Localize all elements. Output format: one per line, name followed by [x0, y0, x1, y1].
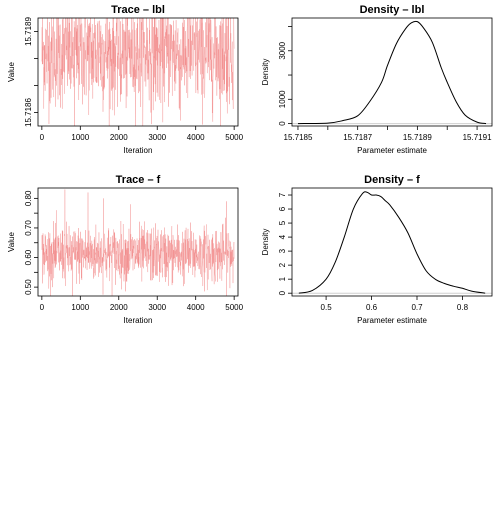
x-tick-label: 1000 — [71, 303, 89, 312]
density-series-line — [298, 191, 486, 294]
x-tick-label: 0 — [40, 133, 45, 142]
y-tick-label: 15.7189 — [24, 16, 33, 45]
x-tick-label: 4000 — [187, 133, 205, 142]
trace-series-line — [41, 17, 235, 127]
panel-trace-lbl: Trace – lbl 0 1000 2000 3000 4000 5000 15.7186 1… — [7, 4, 244, 155]
plot-frame — [37, 187, 239, 297]
x-tick-label: 4000 — [187, 303, 205, 312]
y-tick-label: 1000 — [278, 90, 287, 108]
x-tick-label: 5000 — [225, 133, 243, 142]
y-axis-label: Density — [261, 59, 270, 86]
y-tick-label: 3000 — [278, 41, 287, 59]
y-tick-label: 6 — [278, 206, 287, 211]
x-tick-label: 2000 — [110, 133, 128, 142]
x-axis-label: Parameter estimate — [357, 146, 427, 155]
x-tick-label: 0.5 — [321, 303, 333, 312]
y-tick-label: 15.7186 — [24, 97, 33, 126]
x-axis-label: Iteration — [124, 146, 153, 155]
x-tick-label: 15.7191 — [463, 133, 492, 142]
panel-trace-f: Trace – f 0 1000 2000 3000 4000 5000 0.50 0.60 0.… — [7, 174, 244, 325]
x-tick-label: 3000 — [148, 303, 166, 312]
x-tick-label: 15.7187 — [343, 133, 372, 142]
y-tick-label: 7 — [278, 192, 287, 197]
y-tick-label: 0 — [278, 121, 287, 126]
density-series-line — [297, 20, 487, 125]
chart-title: Density – lbl — [360, 4, 425, 16]
x-tick-label: 2000 — [110, 303, 128, 312]
y-tick-label: 3 — [278, 248, 287, 253]
x-axis-label: Parameter estimate — [357, 316, 427, 325]
panel-density-f: Density – f 0.5 0.6 0.7 0.8 0 1 2 3 4 5 6 7 Parameter… — [261, 174, 493, 325]
x-tick-label: 0.7 — [411, 303, 423, 312]
panel-density-lbl: Density – lbl 15.7185 15.7187 15.7189 15.719… — [261, 4, 493, 155]
x-tick-label: 5000 — [225, 303, 243, 312]
chart-title: Trace – lbl — [111, 4, 165, 16]
chart-title: Trace – f — [116, 174, 161, 186]
y-tick-label: 0 — [278, 290, 287, 295]
y-tick-label: 5 — [278, 220, 287, 225]
x-tick-label: 15.7185 — [284, 133, 313, 142]
x-tick-label: 15.7189 — [403, 133, 432, 142]
trace-series-line — [41, 189, 235, 297]
chart-title: Density – f — [364, 174, 420, 186]
y-tick-label: 0.50 — [24, 279, 33, 295]
x-axis-label: Iteration — [124, 316, 153, 325]
plot-frame — [291, 17, 493, 127]
x-tick-label: 1000 — [71, 133, 89, 142]
y-axis-label: Density — [261, 229, 270, 256]
plot-frame — [291, 187, 493, 297]
y-tick-label: 2 — [278, 262, 287, 267]
x-tick-label: 0 — [40, 303, 45, 312]
x-tick-label: 0.8 — [457, 303, 469, 312]
plot-frame — [37, 17, 239, 127]
y-tick-label: 0.70 — [24, 220, 33, 236]
y-tick-label: 4 — [278, 234, 287, 239]
y-axis-label: Value — [7, 232, 16, 252]
x-tick-label: 3000 — [148, 133, 166, 142]
y-axis-label: Value — [7, 62, 16, 82]
y-tick-label: 0.60 — [24, 249, 33, 265]
x-tick-label: 0.6 — [366, 303, 378, 312]
y-tick-label: 0.80 — [24, 190, 33, 206]
y-tick-label: 1 — [278, 276, 287, 281]
